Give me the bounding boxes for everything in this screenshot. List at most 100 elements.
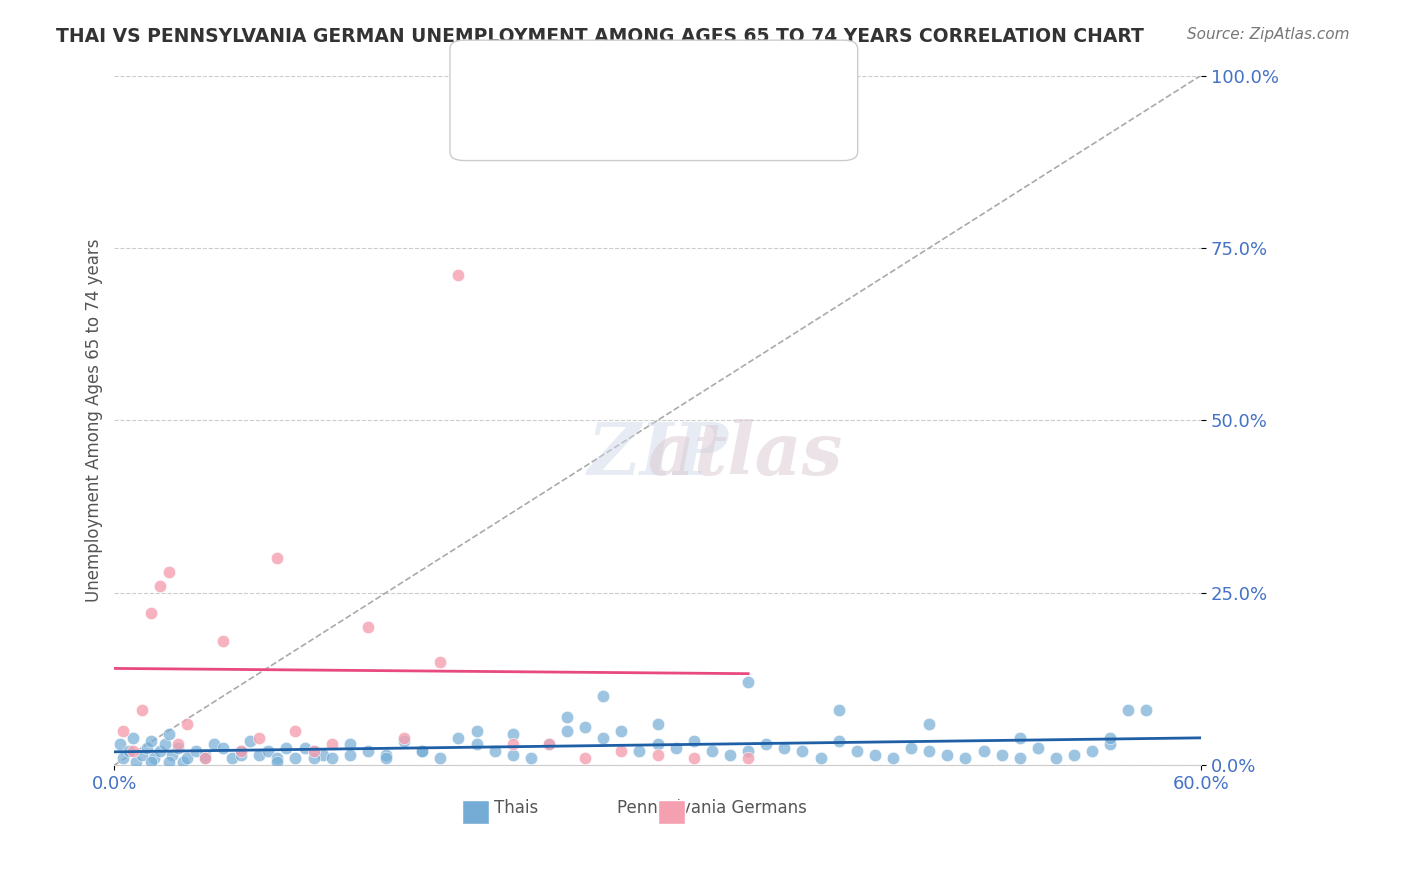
Point	[212, 740, 235, 755]
Point	[1008, 731, 1031, 745]
Point	[592, 731, 614, 745]
Point	[339, 738, 361, 752]
Point	[465, 89, 488, 103]
Point	[121, 744, 143, 758]
Point	[737, 751, 759, 765]
Point	[392, 734, 415, 748]
Point	[647, 747, 669, 762]
Point	[792, 744, 814, 758]
Point	[157, 727, 180, 741]
Text: R =: R =	[519, 63, 554, 81]
Point	[863, 747, 886, 762]
Point	[294, 740, 316, 755]
Point	[773, 740, 796, 755]
Point	[247, 731, 270, 745]
Point	[718, 747, 741, 762]
Point	[321, 751, 343, 765]
Point	[737, 675, 759, 690]
Point	[827, 703, 849, 717]
Point	[194, 751, 217, 765]
Text: ZIP: ZIP	[588, 419, 728, 491]
Point	[125, 755, 148, 769]
Point	[266, 751, 288, 765]
Text: Thais: Thais	[495, 799, 538, 817]
Point	[157, 755, 180, 769]
Point	[882, 751, 904, 765]
Text: R =: R =	[519, 103, 554, 121]
Text: THAI VS PENNSYLVANIA GERMAN UNEMPLOYMENT AMONG AGES 65 TO 74 YEARS CORRELATION C: THAI VS PENNSYLVANIA GERMAN UNEMPLOYMENT…	[56, 27, 1144, 45]
Point	[276, 740, 298, 755]
Point	[537, 738, 560, 752]
Point	[429, 655, 451, 669]
Point	[1026, 740, 1049, 755]
Point	[302, 744, 325, 758]
Point	[221, 751, 243, 765]
Point	[447, 268, 470, 283]
Point	[112, 751, 135, 765]
Point	[737, 744, 759, 758]
Point	[647, 738, 669, 752]
Point	[682, 734, 704, 748]
Text: 0.221: 0.221	[551, 63, 605, 81]
Bar	[658, 799, 685, 823]
Point	[647, 716, 669, 731]
Text: N =: N =	[624, 103, 661, 121]
Text: 0.523: 0.523	[551, 103, 605, 121]
Point	[555, 723, 578, 738]
Point	[1099, 731, 1122, 745]
Point	[700, 744, 723, 758]
Point	[131, 703, 153, 717]
Point	[357, 744, 380, 758]
Point	[918, 744, 941, 758]
Point	[311, 747, 333, 762]
Point	[610, 744, 633, 758]
Point	[447, 731, 470, 745]
Point	[810, 751, 832, 765]
Point	[610, 723, 633, 738]
Point	[162, 747, 184, 762]
Point	[502, 747, 524, 762]
Point	[592, 689, 614, 703]
Point	[202, 738, 225, 752]
Point	[302, 751, 325, 765]
Bar	[478, 60, 508, 85]
Point	[429, 751, 451, 765]
Point	[502, 738, 524, 752]
Point	[936, 747, 959, 762]
Point	[665, 740, 688, 755]
Point	[139, 755, 162, 769]
Point	[118, 744, 141, 758]
Point	[153, 738, 176, 752]
Point	[574, 751, 596, 765]
Point	[231, 747, 253, 762]
Point	[484, 744, 506, 758]
Point	[520, 751, 543, 765]
Point	[136, 740, 159, 755]
Point	[1063, 747, 1085, 762]
Point	[990, 747, 1012, 762]
Point	[157, 565, 180, 579]
Point	[247, 747, 270, 762]
Point	[918, 716, 941, 731]
Point	[1135, 703, 1157, 717]
Point	[139, 607, 162, 621]
Point	[166, 740, 188, 755]
Bar	[463, 799, 489, 823]
Point	[502, 727, 524, 741]
Point	[143, 751, 166, 765]
Point	[1099, 738, 1122, 752]
Point	[239, 734, 262, 748]
Point	[266, 755, 288, 769]
Point	[194, 751, 217, 765]
Point	[339, 747, 361, 762]
Point	[149, 744, 172, 758]
Point	[375, 747, 398, 762]
Y-axis label: Unemployment Among Ages 65 to 74 years: Unemployment Among Ages 65 to 74 years	[86, 238, 103, 602]
Point	[184, 744, 207, 758]
Point	[357, 620, 380, 634]
Point	[139, 734, 162, 748]
Point	[537, 738, 560, 752]
Point	[166, 738, 188, 752]
Point	[1008, 751, 1031, 765]
Text: 96: 96	[661, 63, 685, 81]
